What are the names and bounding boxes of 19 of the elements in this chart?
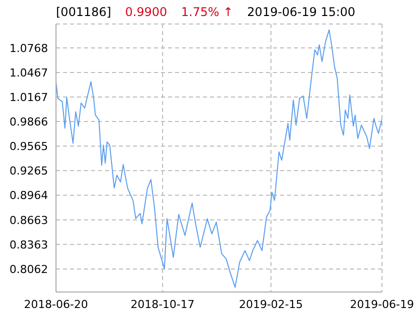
x-tick-label: 2018-10-17 — [130, 298, 195, 311]
y-tick-label: 1.0167 — [10, 90, 48, 104]
y-tick-label: 1.0467 — [10, 66, 48, 80]
y-tick-label: 0.8964 — [10, 189, 48, 202]
chart-title: [001186] — [56, 5, 112, 19]
x-tick-label: 2018-06-20 — [24, 298, 88, 311]
x-tick-label: 2019-06-19 — [350, 298, 414, 311]
y-tick-label: 0.9866 — [10, 115, 48, 128]
x-tick-label: 2019-02-15 — [238, 298, 303, 311]
y-tick-label: 0.9565 — [10, 140, 48, 154]
y-tick-label: 0.8363 — [10, 238, 48, 252]
line-series — [56, 29, 382, 288]
y-tick-label: 0.8062 — [10, 262, 48, 276]
text: 2019-06-19 15:00 — [247, 5, 356, 19]
y-tick-label: 0.9265 — [10, 164, 48, 178]
text: 1.75% ↑ — [181, 5, 234, 19]
text: 0.9900 — [125, 5, 168, 19]
y-tick-label: 1.0768 — [10, 42, 48, 55]
y-tick-label: 0.8663 — [10, 214, 48, 227]
